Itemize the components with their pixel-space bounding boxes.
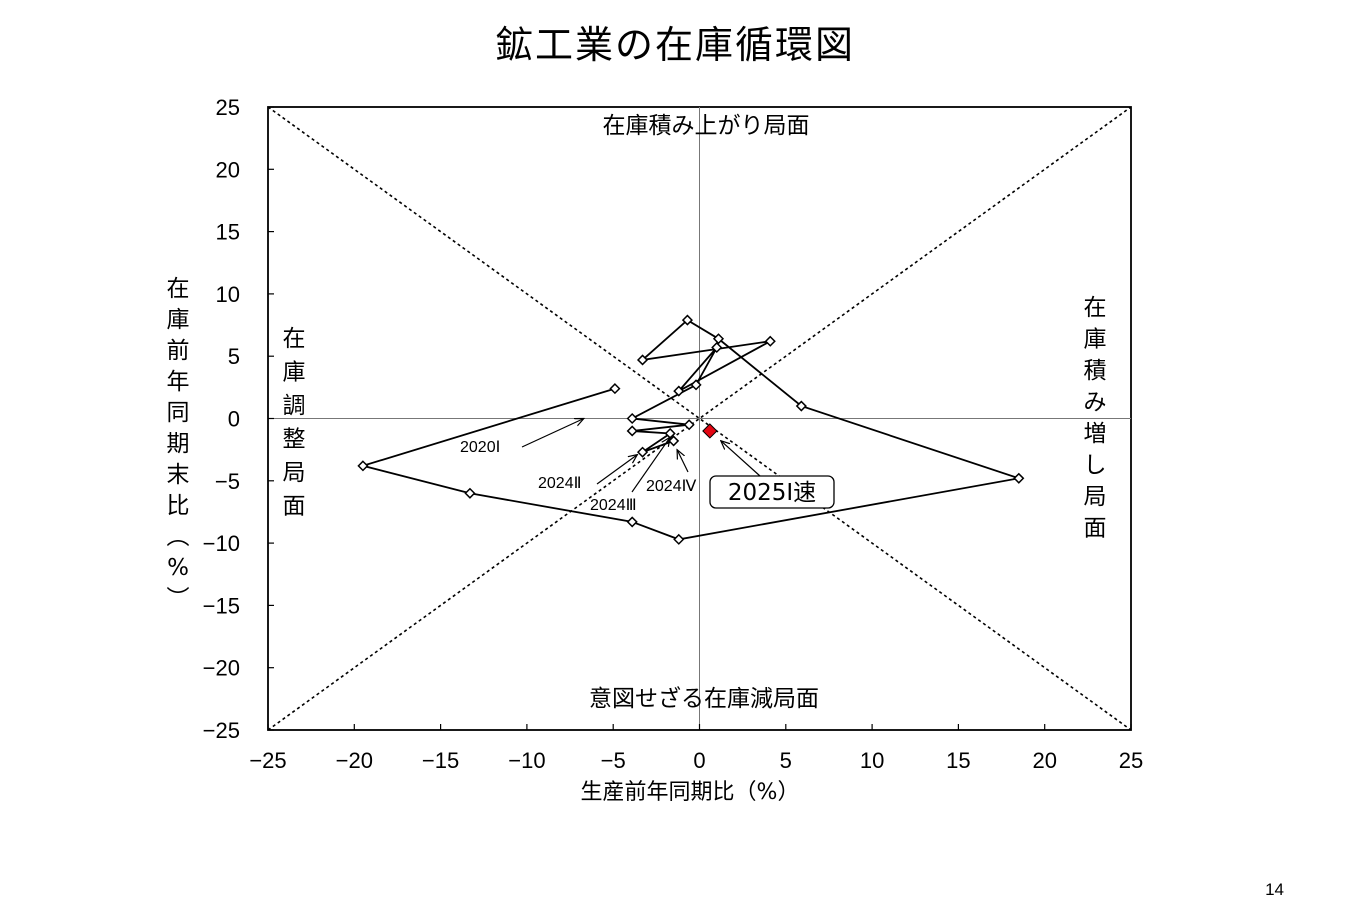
svg-text:庫: 庫	[1084, 327, 1107, 353]
x-tick-label: −10	[508, 748, 545, 773]
y-tick-label: 20	[216, 157, 240, 182]
data-point	[636, 354, 649, 366]
svg-text:在: 在	[283, 326, 306, 352]
y-tick-label: −15	[203, 593, 240, 618]
svg-text:庫: 庫	[283, 360, 306, 386]
page-number: 14	[1265, 880, 1284, 899]
y-tick-label: 25	[216, 95, 240, 120]
quadrant-label-top: 在庫積み上がり局面	[603, 113, 810, 139]
annotation-label: 2024Ⅲ	[590, 497, 637, 514]
annotation-box	[709, 475, 835, 509]
svg-text:︶: ︶	[167, 586, 190, 612]
svg-text:在: 在	[167, 276, 190, 302]
y-tick-label: −25	[203, 718, 240, 743]
annotation-arrow	[596, 455, 637, 485]
annotation-arrow	[721, 441, 761, 477]
data-point	[673, 385, 685, 397]
y-tick-label: −20	[203, 656, 240, 681]
data-point	[712, 333, 725, 345]
svg-text:調: 調	[283, 393, 306, 419]
y-tick-label: 0	[228, 407, 240, 432]
x-tick-label: 25	[1119, 748, 1143, 773]
data-point	[683, 419, 695, 431]
x-tick-label: −20	[336, 748, 373, 773]
data-point	[681, 314, 693, 326]
data-point	[711, 341, 723, 354]
svg-text:同: 同	[167, 400, 190, 426]
y-tick-label: −5	[215, 469, 240, 494]
y-tick-label: 15	[216, 220, 240, 245]
svg-text:面: 面	[1084, 516, 1107, 542]
x-tick-label: −5	[601, 748, 626, 773]
svg-text:末: 末	[167, 462, 190, 488]
annotation-label: 2024Ⅱ	[538, 475, 581, 492]
annotation-arrow	[631, 437, 670, 493]
data-point	[609, 383, 621, 395]
svg-text:在: 在	[1084, 295, 1107, 321]
svg-text:み: み	[1084, 390, 1107, 416]
svg-text:局: 局	[1084, 484, 1107, 510]
data-point	[1013, 472, 1025, 484]
svg-text:年: 年	[167, 369, 190, 395]
data-point	[673, 533, 685, 545]
data-point	[764, 335, 776, 347]
x-tick-label: 0	[693, 748, 705, 773]
svg-text:庫: 庫	[167, 307, 190, 333]
svg-text:局: 局	[283, 460, 306, 486]
quadrant-label-bottom: 意図せざる在庫減局面	[589, 685, 819, 712]
svg-text:積: 積	[1084, 358, 1107, 384]
x-tick-label: 20	[1032, 748, 1056, 773]
svg-text:し: し	[1084, 453, 1107, 479]
x-tick-label: 5	[780, 748, 792, 773]
x-tick-label: −25	[249, 748, 286, 773]
data-point	[690, 379, 702, 391]
data-point	[795, 400, 807, 412]
data-point	[636, 446, 649, 458]
latest-data-point	[702, 423, 718, 439]
data-point	[626, 425, 638, 437]
chart-title: 鉱工業の在庫循環図	[494, 23, 855, 67]
data-point	[357, 460, 369, 472]
data-point	[464, 487, 476, 499]
series-line	[359, 318, 1020, 541]
svg-text:面: 面	[283, 494, 306, 520]
data-point	[626, 412, 638, 425]
y-tick-label: 10	[216, 282, 240, 307]
annotation-label: 2020Ⅰ	[460, 439, 500, 456]
svg-text:%: %	[167, 555, 189, 581]
x-tick-label: 10	[860, 748, 884, 773]
annotation-arrow	[521, 419, 584, 448]
y-tick-label: −10	[203, 531, 240, 556]
x-tick-label: −15	[422, 748, 459, 773]
y-tick-label: 5	[228, 344, 240, 369]
annotation-label: 2024Ⅳ	[646, 478, 697, 495]
svg-text:期: 期	[167, 431, 190, 457]
svg-text:増: 増	[1084, 421, 1107, 447]
x-tick-label: 15	[946, 748, 970, 773]
svg-text:比: 比	[167, 493, 190, 519]
x-axis-title: 生産前年同期比（%）	[581, 780, 800, 805]
annotation-label: 2025Ⅰ速	[728, 480, 816, 506]
svg-text:整: 整	[283, 427, 306, 453]
svg-text:前: 前	[167, 338, 190, 364]
data-point	[626, 516, 638, 528]
annotation-arrow	[677, 450, 689, 473]
svg-text:︵: ︵	[167, 524, 190, 550]
